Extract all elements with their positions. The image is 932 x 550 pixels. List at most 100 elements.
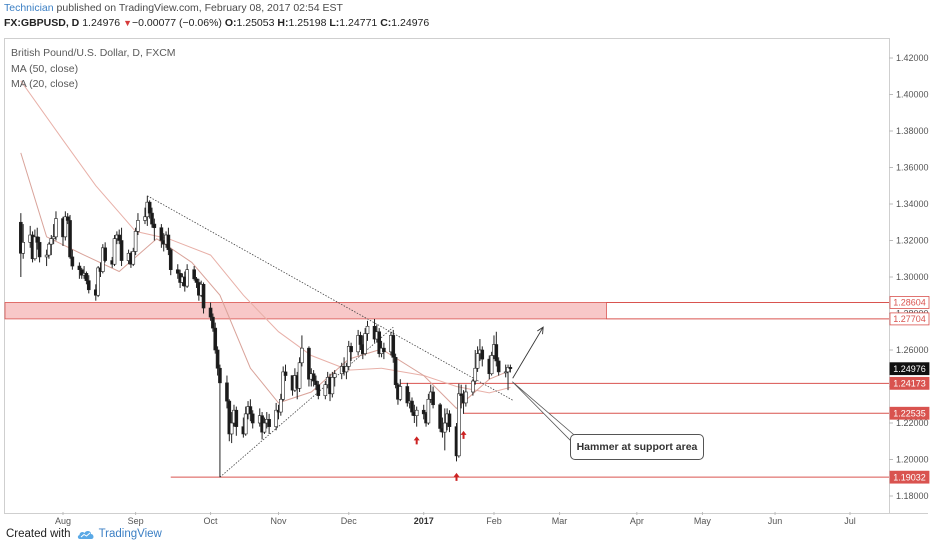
candle-body[interactable] (421, 409, 426, 415)
candle-body[interactable] (274, 409, 278, 427)
candle-body[interactable] (143, 216, 147, 221)
candle-body[interactable] (218, 367, 222, 384)
ma50-line[interactable] (20, 80, 511, 394)
candle-body[interactable] (77, 265, 82, 270)
candle-body[interactable] (297, 362, 302, 389)
ma20-line[interactable] (20, 152, 511, 410)
candle-body[interactable] (248, 406, 253, 415)
candle-body[interactable] (250, 413, 255, 424)
price-label-box[interactable] (889, 376, 930, 390)
legend-ma50[interactable]: MA (50, close) (11, 62, 79, 75)
candle-body[interactable] (84, 273, 89, 281)
candle-body[interactable] (234, 409, 239, 427)
candle-body[interactable] (194, 278, 199, 283)
candle-body[interactable] (37, 242, 42, 258)
candle-body[interactable] (79, 269, 84, 276)
candle-body[interactable] (262, 422, 267, 433)
candle-body[interactable] (414, 409, 419, 417)
candle-body[interactable] (21, 242, 25, 254)
candle-body[interactable] (201, 283, 206, 309)
candle-body[interactable] (431, 391, 435, 406)
candle-body[interactable] (349, 346, 353, 353)
candle-body[interactable] (166, 234, 171, 250)
candle-body[interactable] (215, 349, 220, 369)
candle-body[interactable] (51, 236, 56, 239)
candle-body[interactable] (283, 371, 288, 376)
candle-body[interactable] (168, 249, 173, 271)
candle-body[interactable] (464, 391, 468, 404)
candle-body[interactable] (475, 353, 480, 369)
candle-body[interactable] (506, 367, 510, 373)
price-label-box[interactable] (889, 362, 930, 376)
candle-body[interactable] (494, 344, 499, 362)
candle-body[interactable] (279, 398, 283, 413)
candle-body[interactable] (316, 384, 321, 396)
candle-body[interactable] (47, 243, 51, 256)
descending-trendline[interactable] (147, 195, 513, 401)
hammer-annotation[interactable]: Hammer at support area (570, 434, 704, 460)
candle-body[interactable] (405, 386, 410, 404)
candle-body[interactable] (473, 367, 478, 382)
candle-body[interactable] (150, 212, 154, 225)
candle-body[interactable] (175, 269, 180, 274)
candle-body[interactable] (35, 236, 40, 243)
candle-body[interactable] (147, 201, 152, 214)
candle-body[interactable] (496, 360, 501, 373)
candle-body[interactable] (65, 216, 70, 221)
legend-ma20[interactable]: MA (20, close) (11, 78, 79, 90)
candle-body[interactable] (438, 404, 442, 429)
candle-body[interactable] (344, 366, 349, 373)
candle-body[interactable] (243, 413, 248, 435)
candle-body[interactable] (480, 349, 485, 360)
candle-body[interactable] (410, 400, 414, 413)
candle-body[interactable] (44, 254, 49, 258)
candle-body[interactable] (131, 251, 136, 265)
candle-body[interactable] (86, 280, 91, 291)
candle-body[interactable] (49, 238, 54, 245)
candle-body[interactable] (300, 347, 304, 364)
candle-body[interactable] (365, 325, 370, 334)
candle-body[interactable] (63, 216, 68, 238)
tradingview-brand[interactable]: TradingView (77, 528, 162, 540)
candle-body[interactable] (363, 333, 367, 354)
candle-body[interactable] (267, 419, 271, 427)
candle-body[interactable] (503, 371, 508, 374)
candle-body[interactable] (281, 371, 285, 400)
candle-body[interactable] (159, 227, 164, 241)
candle-body[interactable] (382, 347, 386, 353)
candle-body[interactable] (459, 393, 463, 396)
price-label-box[interactable] (889, 312, 930, 326)
candle-body[interactable] (442, 422, 447, 433)
candle-body[interactable] (192, 269, 196, 280)
candle-body[interactable] (377, 331, 382, 354)
candle-body[interactable] (346, 346, 351, 367)
candle-body[interactable] (307, 347, 311, 380)
price-label-box[interactable] (889, 406, 930, 420)
candle-body[interactable] (225, 382, 229, 402)
candle-body[interactable] (489, 355, 494, 375)
candle-body[interactable] (358, 335, 363, 345)
candle-body[interactable] (136, 220, 140, 232)
candle-body[interactable] (393, 356, 398, 385)
candle-body[interactable] (311, 373, 316, 382)
candle-body[interactable] (426, 398, 431, 424)
candle-body[interactable] (213, 327, 218, 351)
candle-body[interactable] (112, 238, 117, 265)
candle-body[interactable] (323, 384, 328, 396)
candle-body[interactable] (471, 380, 475, 393)
candle-body[interactable] (332, 373, 337, 378)
candle-body[interactable] (103, 247, 107, 261)
candle-body[interactable] (330, 377, 335, 395)
candle-body[interactable] (314, 380, 318, 385)
candle-body[interactable] (33, 236, 37, 260)
candle-body[interactable] (133, 231, 138, 252)
resistance-zone[interactable] (4, 302, 607, 320)
candle-body[interactable] (96, 267, 100, 296)
candle-body[interactable] (185, 269, 189, 287)
candle-body[interactable] (19, 221, 23, 254)
candle-body[interactable] (119, 240, 124, 261)
price-label-box[interactable] (889, 296, 930, 309)
candle-body[interactable] (398, 386, 403, 400)
candle-body[interactable] (211, 316, 215, 329)
